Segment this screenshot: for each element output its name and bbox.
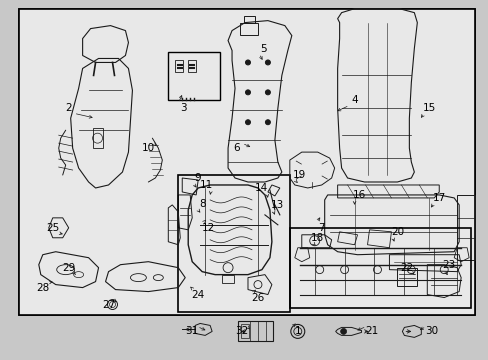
Circle shape (265, 120, 270, 125)
Text: 27: 27 (102, 300, 115, 310)
Text: 24: 24 (191, 289, 204, 300)
Circle shape (245, 90, 250, 95)
Text: 4: 4 (350, 95, 357, 105)
Bar (241, 324, 248, 338)
Text: 18: 18 (310, 233, 324, 243)
Text: 2: 2 (65, 103, 72, 113)
Bar (222, 275, 234, 283)
Text: 29: 29 (62, 263, 75, 273)
Circle shape (265, 90, 270, 95)
Circle shape (245, 120, 250, 125)
Circle shape (245, 60, 250, 65)
Text: 11: 11 (199, 180, 212, 190)
Text: 6: 6 (233, 143, 240, 153)
Text: 21: 21 (364, 327, 377, 336)
Text: 19: 19 (293, 170, 306, 180)
Text: 3: 3 (180, 103, 186, 113)
Circle shape (265, 60, 270, 65)
Text: 1: 1 (294, 327, 301, 336)
Text: 20: 20 (390, 227, 403, 237)
Text: 5: 5 (260, 44, 266, 54)
Text: 22: 22 (400, 263, 413, 273)
Text: 17: 17 (432, 193, 445, 203)
Text: 8: 8 (199, 199, 205, 209)
Text: 32: 32 (235, 327, 248, 336)
Text: 13: 13 (271, 200, 284, 210)
Text: 31: 31 (185, 327, 199, 336)
Text: 10: 10 (142, 143, 155, 153)
Text: 9: 9 (195, 173, 201, 183)
Bar (178, 175, 289, 312)
Text: 16: 16 (352, 190, 366, 200)
Circle shape (340, 328, 346, 334)
Bar (19, 9, 474, 315)
Bar (289, 228, 470, 307)
Text: 15: 15 (422, 103, 435, 113)
Text: 14: 14 (255, 183, 268, 193)
Text: 7: 7 (318, 223, 325, 233)
Bar (240, 23, 258, 35)
Text: 23: 23 (442, 260, 455, 270)
Text: 28: 28 (36, 283, 49, 293)
Bar (397, 268, 416, 285)
Text: 12: 12 (201, 223, 214, 233)
Bar (168, 53, 220, 100)
Text: 30: 30 (424, 327, 437, 336)
Bar (456, 195, 474, 260)
Bar (19, 9, 474, 315)
Bar (238, 321, 272, 341)
Text: 25: 25 (46, 223, 59, 233)
Bar (19, 9, 474, 315)
Text: 26: 26 (251, 293, 264, 302)
